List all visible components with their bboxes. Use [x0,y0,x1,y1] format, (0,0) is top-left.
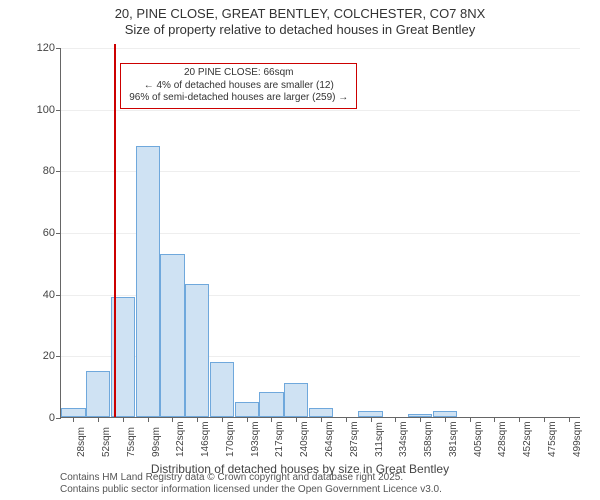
ytick-label: 0 [49,412,55,424]
xtick-label: 499sqm [572,421,583,457]
xtick-label: 99sqm [151,427,162,457]
xtick-mark [519,417,520,422]
ytick-mark [56,48,61,49]
xtick-mark [395,417,396,422]
annotation-line3: 96% of semi-detached houses are larger (… [129,92,348,105]
title-line1: 20, PINE CLOSE, GREAT BENTLEY, COLCHESTE… [0,6,600,22]
footer-attribution: Contains HM Land Registry data © Crown c… [60,472,442,496]
xtick-label: 217sqm [274,421,285,457]
title-line2: Size of property relative to detached ho… [0,22,600,38]
xtick-mark [197,417,198,422]
xtick-mark [123,417,124,422]
annotation-line1: 20 PINE CLOSE: 66sqm [129,67,348,80]
property-marker-line [114,44,116,417]
xtick-label: 358sqm [423,421,434,457]
ytick-mark [56,418,61,419]
ytick-mark [56,295,61,296]
xtick-mark [470,417,471,422]
xtick-mark [172,417,173,422]
histogram-bar [259,392,283,417]
xtick-mark [569,417,570,422]
xtick-label: 264sqm [324,421,335,457]
ytick-label: 120 [37,42,55,54]
annotation-line2: ← 4% of detached houses are smaller (12) [129,80,348,93]
gridline [61,48,580,49]
histogram-bar [160,254,184,417]
xtick-label: 381sqm [448,421,459,457]
gridline [61,110,580,111]
xtick-label: 122sqm [175,421,186,457]
ytick-label: 20 [43,350,55,362]
xtick-label: 452sqm [522,421,533,457]
ytick-mark [56,233,61,234]
histogram-bar [61,408,85,417]
histogram-bar [210,362,234,418]
xtick-mark [222,417,223,422]
xtick-mark [271,417,272,422]
xtick-mark [73,417,74,422]
ytick-label: 80 [43,165,55,177]
xtick-label: 334sqm [398,421,409,457]
ytick-label: 60 [43,227,55,239]
histogram-bar [235,402,259,417]
histogram-bar [136,146,160,417]
footer-line2: Contains public sector information licen… [60,484,442,496]
xtick-mark [445,417,446,422]
xtick-mark [321,417,322,422]
xtick-label: 311sqm [374,422,385,457]
ytick-mark [56,110,61,111]
footer-line1: Contains HM Land Registry data © Crown c… [60,472,442,484]
histogram-bar [86,371,110,417]
xtick-label: 287sqm [349,421,360,457]
property-annotation: 20 PINE CLOSE: 66sqm← 4% of detached hou… [120,63,357,109]
xtick-mark [494,417,495,422]
xtick-label: 428sqm [497,421,508,457]
xtick-mark [98,417,99,422]
xtick-mark [296,417,297,422]
xtick-label: 75sqm [126,427,137,457]
plot-area: 02040608010012028sqm52sqm75sqm99sqm122sq… [60,48,580,418]
xtick-label: 193sqm [250,421,261,457]
ytick-mark [56,171,61,172]
xtick-label: 28sqm [76,427,87,457]
xtick-label: 146sqm [200,421,211,457]
xtick-label: 52sqm [101,427,112,457]
histogram-bar [185,284,209,417]
histogram-bar [309,408,333,417]
xtick-label: 240sqm [299,421,310,457]
ytick-label: 40 [43,289,55,301]
xtick-mark [148,417,149,422]
xtick-mark [544,417,545,422]
xtick-mark [420,417,421,422]
xtick-mark [247,417,248,422]
xtick-label: 475sqm [547,421,558,457]
xtick-mark [371,417,372,422]
xtick-label: 405sqm [473,421,484,457]
histogram-bar [284,383,308,417]
ytick-label: 100 [37,104,55,116]
xtick-label: 170sqm [225,421,236,457]
ytick-mark [56,356,61,357]
chart-area: 02040608010012028sqm52sqm75sqm99sqm122sq… [60,48,580,418]
xtick-mark [346,417,347,422]
chart-title: 20, PINE CLOSE, GREAT BENTLEY, COLCHESTE… [0,0,600,39]
